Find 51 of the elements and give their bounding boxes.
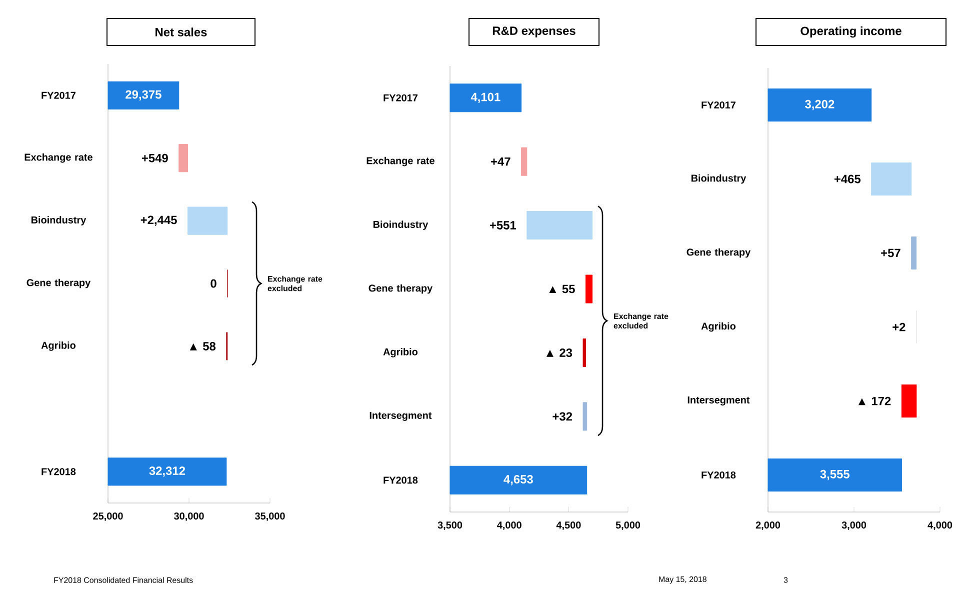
data-label: +32 [552,412,572,421]
y-tick-label: Gene therapy [26,278,91,288]
data-label: 3,202 [805,100,834,110]
y-tick-label: FY2018 [702,471,736,479]
y-tick-label: Agribio [701,322,736,332]
y-tick-label: FY2017 [384,94,418,102]
data-label: +2,445 [140,216,177,226]
x-tick-label: 4,500 [556,522,581,530]
y-tick-label: FY2017 [702,101,736,109]
data-label: 32,312 [149,466,186,477]
data-label: 4,653 [504,475,533,486]
data-label: 3,555 [820,470,850,480]
y-tick-label: FY2018 [42,468,76,476]
data-label: +47 [491,157,510,166]
chart-title: Operating income [800,26,902,38]
data-label: ▲ 172 [858,396,891,406]
data-label: ▲ 23 [546,348,572,357]
x-tick-label: 3,000 [842,522,866,530]
y-tick-label: Bioindustry [691,174,746,184]
data-label: ▲ 58 [190,342,216,350]
data-label: +465 [834,174,861,184]
y-tick-label: Gene therapy [686,248,751,258]
x-tick-label: 35,000 [255,512,285,522]
y-tick-label: Intersegment [688,396,750,406]
y-tick-label: Intersegment [370,412,432,421]
data-label: +2 [892,322,906,332]
data-label: 29,375 [126,90,162,100]
y-tick-label: Exchange rate [366,156,434,166]
y-tick-label: Agribio [383,348,418,358]
x-tick-label: 3,500 [438,522,462,530]
y-tick-label: Agribio [41,342,76,351]
x-tick-label: 5,000 [616,522,640,530]
chart-title: R&D expenses [492,26,576,38]
y-tick-label: FY2017 [42,92,76,99]
data-label: 4,101 [470,92,500,103]
chart-title: Net sales [156,28,207,36]
data-label: +57 [881,248,900,258]
data-label: +549 [142,154,168,162]
data-label: +551 [490,221,516,230]
y-tick-label: Gene therapy [368,284,433,294]
y-tick-label: Bioindustry [31,216,86,226]
x-tick-label: 30,000 [174,512,204,522]
x-tick-label: 2,000 [756,522,780,530]
data-label: ▲ 55 [549,284,575,294]
x-tick-label: 4,000 [497,522,522,530]
data-label: 0 [210,279,216,288]
y-tick-label: FY2018 [384,476,418,484]
x-tick-label: 4,000 [928,522,952,530]
y-tick-label: Exchange rate [24,153,92,163]
y-tick-label: Bioindustry [373,220,428,230]
x-tick-label: 25,000 [93,512,123,522]
